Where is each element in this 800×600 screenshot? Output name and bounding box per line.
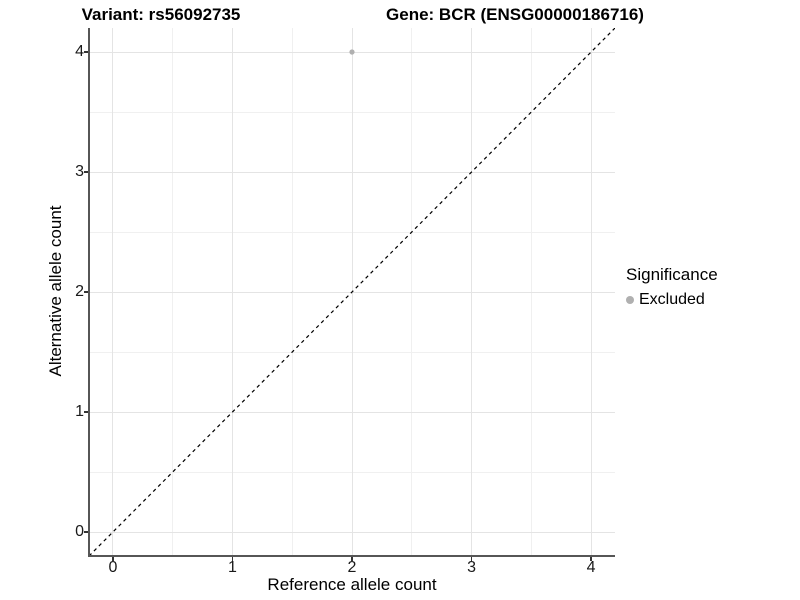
x-tick-label: 4	[586, 559, 596, 576]
y-tick-label: 2	[75, 283, 84, 300]
excluded-point-icon	[626, 296, 634, 304]
gridline-major-h	[89, 531, 615, 533]
variant-title: Variant: rs56092735	[81, 5, 241, 24]
legend-title: Significance	[626, 265, 718, 284]
x-tick-mark	[231, 556, 234, 561]
legend-item-label: Excluded	[639, 291, 705, 308]
y-tick-mark	[84, 171, 89, 173]
x-axis-title: Reference allele count	[267, 575, 437, 594]
y-tick-mark	[84, 291, 89, 293]
legend-item-excluded: Excluded	[626, 291, 718, 309]
gridline-major-h	[89, 411, 615, 413]
x-tick-label: 0	[108, 559, 118, 576]
plot-canvas	[89, 28, 615, 556]
x-tick-mark	[351, 556, 353, 561]
y-tick-label: 4	[75, 43, 84, 60]
y-tick-mark	[84, 531, 89, 533]
x-tick-label: 1	[228, 559, 237, 576]
y-axis-line	[88, 28, 90, 556]
legend: Significance Excluded	[626, 265, 718, 309]
identity-reference-line	[89, 28, 615, 556]
y-tick-mark	[84, 51, 89, 53]
y-tick-label: 0	[75, 523, 84, 540]
x-tick-label: 3	[467, 559, 476, 576]
x-tick-mark	[112, 556, 114, 561]
gridline-major-h	[89, 171, 615, 173]
x-axis-line	[88, 555, 615, 557]
y-tick-label: 3	[75, 163, 84, 180]
y-axis-title: Alternative allele count	[46, 205, 65, 377]
x-tick-label: 2	[347, 559, 357, 576]
y-tick-mark	[84, 411, 89, 413]
x-tick-mark	[470, 556, 473, 561]
x-tick-mark	[590, 556, 592, 561]
gene-title: Gene: BCR (ENSG00000186716)	[386, 5, 644, 24]
plot-panel	[89, 28, 615, 556]
data-point-excluded	[349, 49, 355, 55]
y-tick-label: 1	[75, 403, 84, 420]
